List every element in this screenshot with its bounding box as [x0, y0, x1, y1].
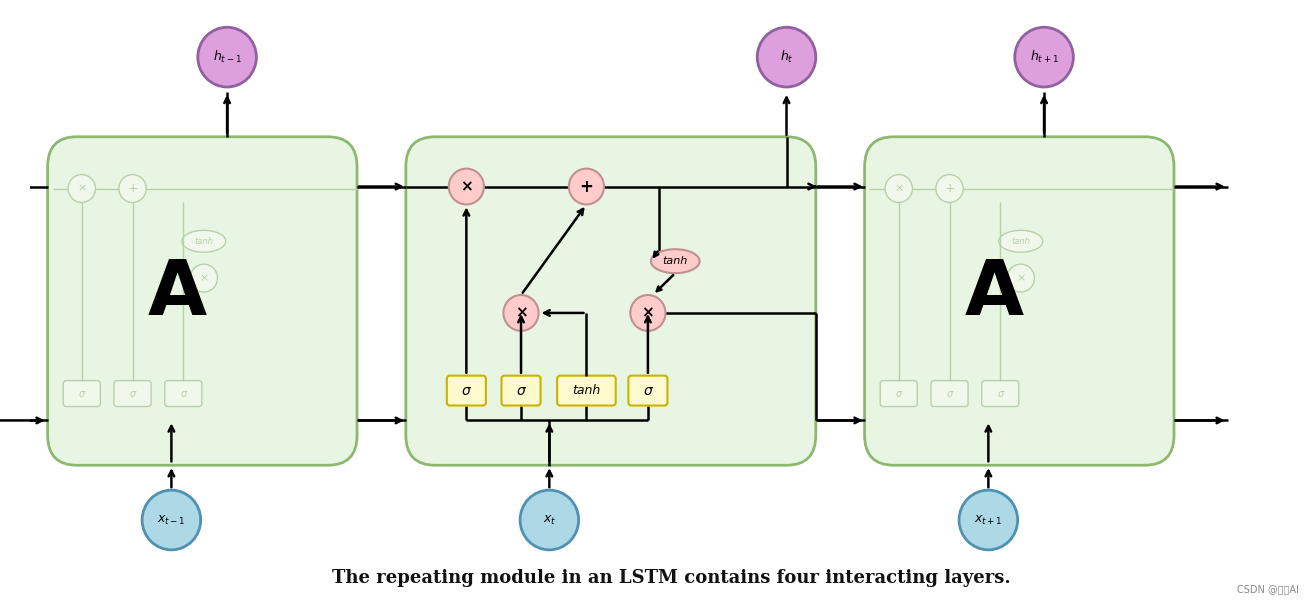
Text: σ: σ [516, 383, 526, 398]
Text: $h_t$: $h_t$ [779, 49, 794, 65]
Text: σ: σ [79, 389, 85, 398]
Text: $h_{t+1}$: $h_{t+1}$ [1030, 49, 1059, 65]
Text: tanh: tanh [573, 384, 600, 397]
Ellipse shape [999, 230, 1043, 252]
Circle shape [503, 295, 539, 331]
FancyBboxPatch shape [406, 137, 816, 465]
Circle shape [959, 490, 1017, 550]
Text: $x_{t+1}$: $x_{t+1}$ [974, 513, 1003, 526]
FancyBboxPatch shape [982, 380, 1018, 406]
Text: ×: × [78, 183, 87, 194]
FancyBboxPatch shape [502, 376, 540, 406]
Text: CSDN @数学AI: CSDN @数学AI [1236, 584, 1300, 594]
FancyBboxPatch shape [557, 376, 616, 406]
Text: σ: σ [180, 389, 187, 398]
Text: $x_{t-1}$: $x_{t-1}$ [158, 513, 185, 526]
Circle shape [198, 27, 256, 87]
Text: σ: σ [896, 389, 901, 398]
FancyBboxPatch shape [865, 137, 1173, 465]
Circle shape [886, 174, 912, 203]
Text: ×: × [200, 273, 209, 283]
Text: σ: σ [997, 389, 1004, 398]
FancyBboxPatch shape [164, 380, 202, 406]
FancyBboxPatch shape [932, 380, 968, 406]
Text: The repeating module in an LSTM contains four interacting layers.: The repeating module in an LSTM contains… [332, 569, 1010, 587]
Text: ×: × [515, 305, 527, 320]
Circle shape [569, 169, 604, 204]
Ellipse shape [650, 249, 699, 273]
Text: ×: × [460, 179, 473, 194]
Text: A: A [148, 257, 208, 331]
Text: tanh: tanh [662, 256, 687, 266]
Circle shape [68, 174, 96, 203]
Circle shape [1014, 27, 1074, 87]
Text: $h_{t-1}$: $h_{t-1}$ [213, 49, 242, 65]
Circle shape [191, 264, 218, 292]
Text: +: + [579, 177, 594, 195]
FancyBboxPatch shape [63, 380, 100, 406]
Text: ×: × [641, 305, 654, 320]
FancyBboxPatch shape [880, 380, 917, 406]
Text: +: + [127, 182, 138, 195]
Ellipse shape [181, 230, 226, 252]
FancyBboxPatch shape [447, 376, 486, 406]
Circle shape [520, 490, 578, 550]
Text: σ: σ [644, 383, 652, 398]
Text: σ: σ [946, 389, 953, 398]
Text: σ: σ [463, 383, 470, 398]
FancyBboxPatch shape [47, 137, 357, 465]
Text: A: A [964, 257, 1024, 331]
Circle shape [936, 174, 963, 203]
Text: tanh: tanh [194, 237, 213, 246]
Circle shape [631, 295, 665, 331]
FancyBboxPatch shape [628, 376, 668, 406]
Circle shape [1007, 264, 1034, 292]
Text: $x_t$: $x_t$ [543, 513, 556, 526]
Circle shape [118, 174, 146, 203]
Text: ×: × [894, 183, 904, 194]
Circle shape [142, 490, 201, 550]
Text: ×: × [1016, 273, 1025, 283]
Circle shape [449, 169, 484, 204]
Text: tanh: tanh [1012, 237, 1030, 246]
Text: σ: σ [130, 389, 135, 398]
Text: +: + [945, 182, 955, 195]
Circle shape [757, 27, 816, 87]
FancyBboxPatch shape [114, 380, 151, 406]
